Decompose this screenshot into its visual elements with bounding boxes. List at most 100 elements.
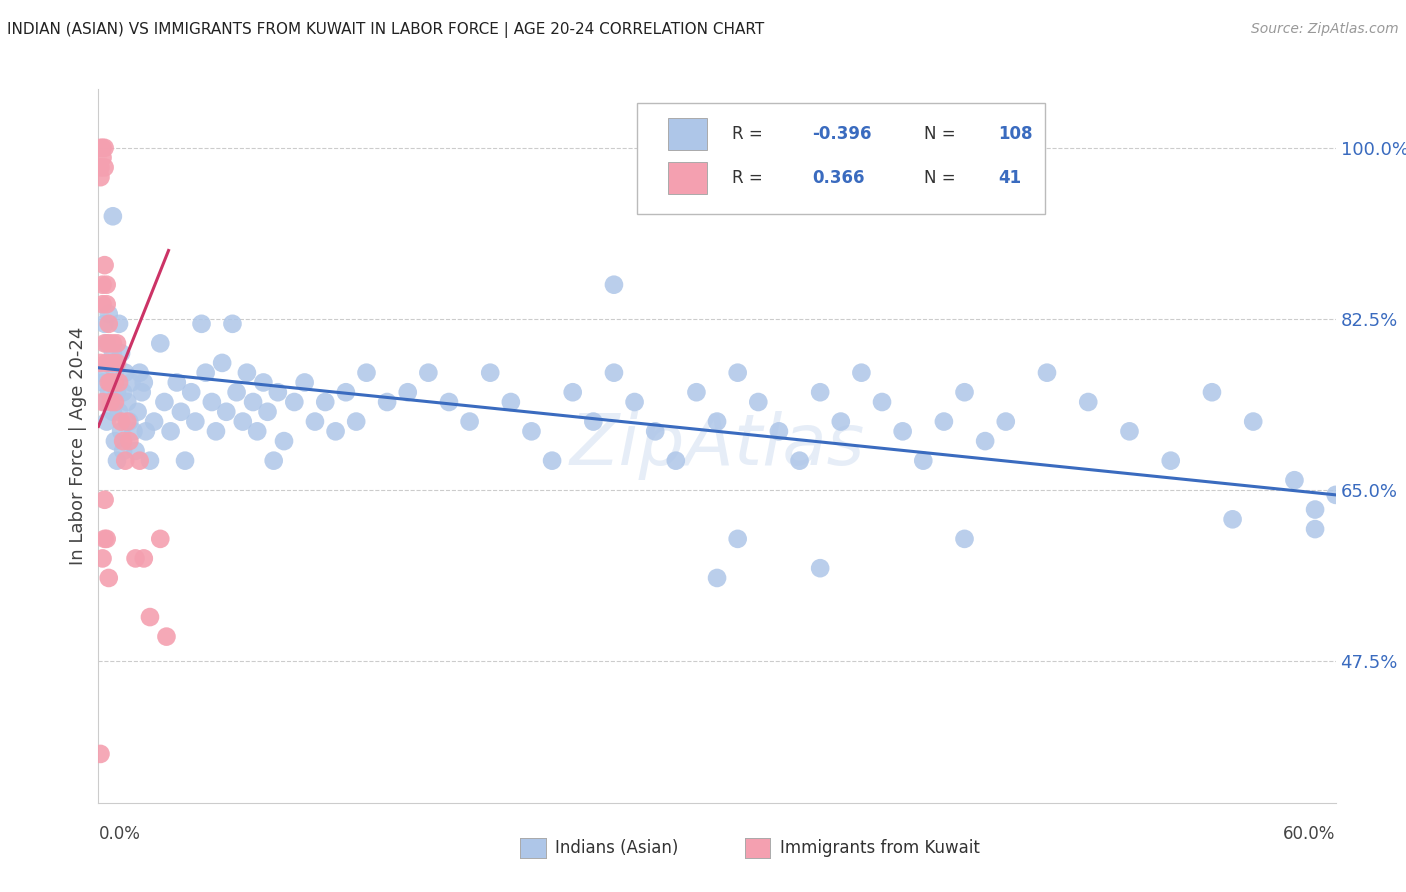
Point: [159, 425, 181, 439]
FancyBboxPatch shape: [668, 118, 707, 150]
Point: [128, 366, 150, 380]
Point: [112, 385, 135, 400]
Point: [190, 317, 212, 331]
Point: [727, 532, 749, 546]
Point: [932, 415, 955, 429]
Point: [851, 366, 873, 380]
Point: [139, 610, 162, 624]
Point: [112, 434, 135, 449]
Point: [1241, 415, 1264, 429]
Point: [520, 425, 543, 439]
Point: [93, 336, 115, 351]
Point: [665, 453, 688, 467]
Point: [97, 307, 120, 321]
Point: [603, 366, 626, 380]
Point: [101, 209, 124, 223]
Point: [304, 415, 326, 429]
Point: [101, 336, 124, 351]
Point: [93, 258, 115, 272]
Point: [1303, 522, 1326, 536]
Point: [89, 366, 111, 380]
Point: [335, 385, 357, 400]
Point: [166, 376, 188, 390]
Point: [685, 385, 707, 400]
Point: [114, 453, 136, 467]
Point: [101, 356, 124, 370]
Point: [953, 532, 976, 546]
Point: [808, 561, 831, 575]
Point: [267, 385, 290, 400]
Point: [135, 425, 157, 439]
Point: [128, 453, 150, 467]
Point: [256, 405, 278, 419]
Point: [375, 395, 398, 409]
Point: [479, 366, 502, 380]
Text: 60.0%: 60.0%: [1284, 825, 1336, 843]
Point: [418, 366, 440, 380]
Point: [97, 336, 120, 351]
Point: [89, 161, 111, 175]
Point: [263, 453, 285, 467]
Point: [541, 453, 564, 467]
Point: [124, 443, 146, 458]
Point: [1118, 425, 1140, 439]
Point: [211, 356, 233, 370]
Point: [194, 366, 217, 380]
Point: [153, 395, 176, 409]
Point: [283, 395, 305, 409]
Point: [101, 346, 124, 360]
Point: [603, 277, 626, 292]
Point: [104, 366, 127, 380]
Point: [215, 405, 238, 419]
Point: [184, 415, 207, 429]
Text: INDIAN (ASIAN) VS IMMIGRANTS FROM KUWAIT IN LABOR FORCE | AGE 20-24 CORRELATION : INDIAN (ASIAN) VS IMMIGRANTS FROM KUWAIT…: [7, 22, 765, 38]
Point: [325, 425, 347, 439]
Point: [236, 366, 259, 380]
Point: [97, 571, 120, 585]
Text: R =: R =: [733, 169, 762, 187]
Point: [89, 170, 111, 185]
Point: [118, 434, 141, 449]
Point: [1201, 385, 1223, 400]
Point: [101, 405, 124, 419]
Point: [582, 415, 605, 429]
Point: [124, 551, 146, 566]
Point: [105, 356, 128, 370]
Point: [1324, 488, 1347, 502]
Text: Source: ZipAtlas.com: Source: ZipAtlas.com: [1251, 22, 1399, 37]
Point: [96, 356, 118, 370]
Point: [91, 277, 114, 292]
FancyBboxPatch shape: [668, 162, 707, 194]
Text: Indians (Asian): Indians (Asian): [555, 839, 679, 857]
Point: [344, 415, 367, 429]
Point: [105, 385, 128, 400]
Point: [91, 297, 114, 311]
Point: [91, 376, 114, 390]
Point: [105, 336, 128, 351]
Point: [131, 385, 153, 400]
Point: [105, 453, 128, 467]
Point: [706, 415, 728, 429]
Point: [994, 415, 1017, 429]
Point: [118, 415, 141, 429]
Point: [356, 366, 378, 380]
Point: [89, 747, 111, 761]
Point: [1077, 395, 1099, 409]
Point: [174, 453, 197, 467]
Point: [644, 425, 666, 439]
Point: [120, 376, 142, 390]
Point: [706, 571, 728, 585]
Point: [132, 551, 155, 566]
Point: [396, 385, 419, 400]
Point: [91, 551, 114, 566]
Point: [117, 415, 139, 429]
Point: [100, 376, 122, 390]
Point: [97, 376, 120, 390]
Point: [225, 385, 247, 400]
Point: [242, 395, 264, 409]
Point: [97, 385, 120, 400]
Point: [294, 376, 316, 390]
Point: [100, 356, 122, 370]
Point: [96, 336, 118, 351]
Point: [108, 376, 131, 390]
